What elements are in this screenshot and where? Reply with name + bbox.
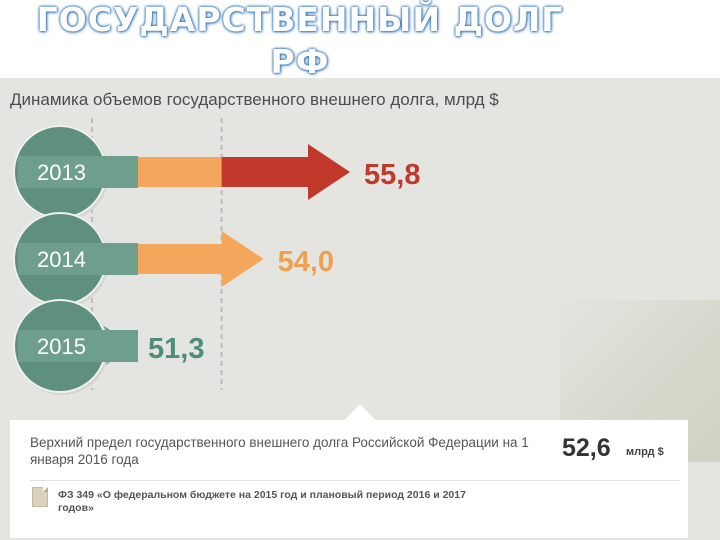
bar-2014-arrowhead [221, 231, 264, 287]
year-band-2013 [18, 156, 138, 188]
info-divider [30, 480, 680, 481]
info-box: Верхний предел государственного внешнего… [10, 420, 688, 538]
value-label-2013: 55,8 [364, 159, 420, 191]
law-reference: ФЗ 349 «О федеральном бюджете на 2015 го… [58, 489, 466, 514]
year-band-2015 [18, 330, 138, 362]
year-band-2014 [18, 243, 138, 275]
slide-title-line-1: ГОСУДАРСТВЕННЫЙ ДОЛГ [36, 0, 564, 39]
document-icon [32, 487, 48, 507]
chart-title: Динамика объемов государственного внешне… [10, 90, 499, 109]
year-label-2013: 2013 [37, 160, 86, 185]
debt-arrow-chart: 2013 55,8 2014 54,0 2015 51,3 [13, 118, 420, 395]
year-label-2015: 2015 [37, 334, 86, 359]
bar-2013-arrowhead [308, 144, 350, 200]
chart-rows: 2013 55,8 2014 54,0 2015 51,3 [13, 125, 420, 395]
debt-limit-description: Верхний предел государственного внешнего… [30, 435, 529, 467]
year-label-2014: 2014 [37, 247, 86, 272]
slide-title-line-2: РФ [270, 42, 330, 81]
info-box-pointer [344, 404, 376, 421]
value-label-2015: 51,3 [148, 333, 204, 365]
bar-2013-segment-3 [221, 157, 309, 187]
debt-limit-unit: млрд $ [626, 446, 664, 458]
debt-limit-value: 52,6 [562, 434, 611, 462]
value-label-2014: 54,0 [278, 246, 334, 278]
